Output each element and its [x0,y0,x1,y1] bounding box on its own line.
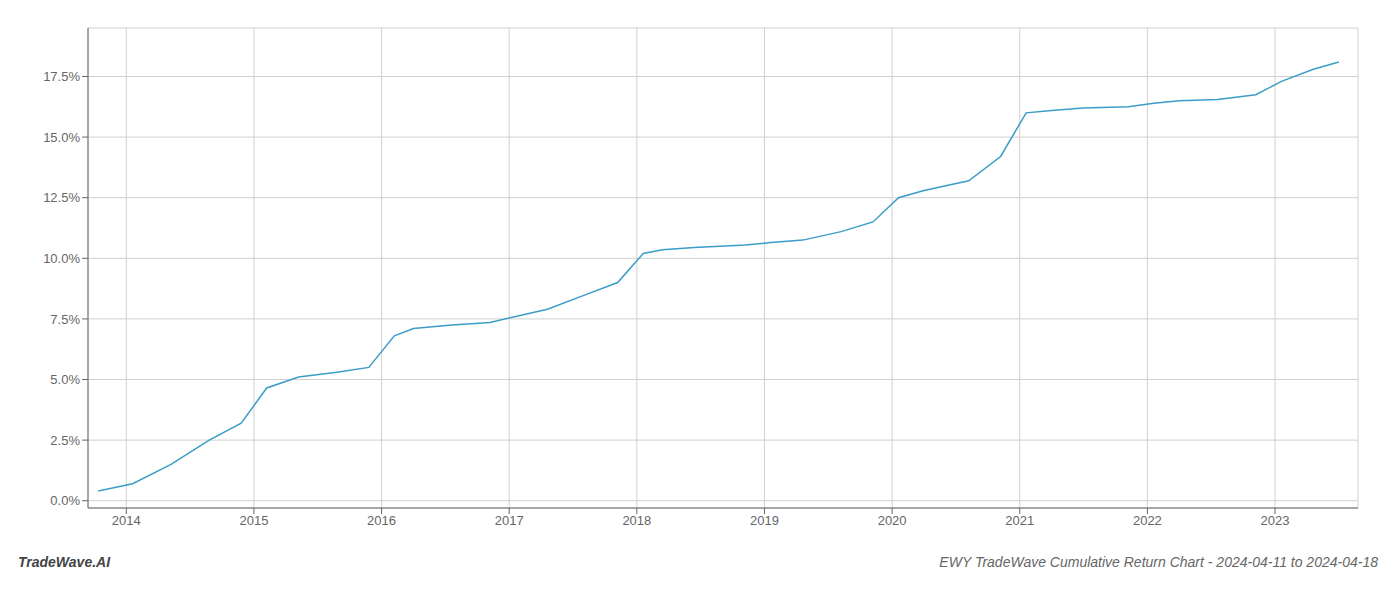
svg-text:10.0%: 10.0% [43,251,80,266]
svg-text:12.5%: 12.5% [43,190,80,205]
svg-text:15.0%: 15.0% [43,130,80,145]
html-text:EWY TradeWave Cumulative Retur: EWY TradeWave Cumulative Return Chart - … [939,554,1378,570]
svg-text:17.5%: 17.5% [43,69,80,84]
svg-text:2023: 2023 [1261,513,1290,528]
svg-text:2015: 2015 [239,513,268,528]
svg-text:2017: 2017 [495,513,524,528]
svg-text:5.0%: 5.0% [50,372,80,387]
svg-text:0.0%: 0.0% [50,493,80,508]
svg-text:2014: 2014 [112,513,141,528]
html-text:TradeWave.AI: TradeWave.AI [18,554,111,570]
svg-text:7.5%: 7.5% [50,312,80,327]
svg-text:2022: 2022 [1133,513,1162,528]
svg-text:2018: 2018 [622,513,651,528]
svg-text:2.5%: 2.5% [50,433,80,448]
svg-text:2021: 2021 [1005,513,1034,528]
svg-text:2020: 2020 [878,513,907,528]
svg-text:2016: 2016 [367,513,396,528]
svg-text:2019: 2019 [750,513,779,528]
